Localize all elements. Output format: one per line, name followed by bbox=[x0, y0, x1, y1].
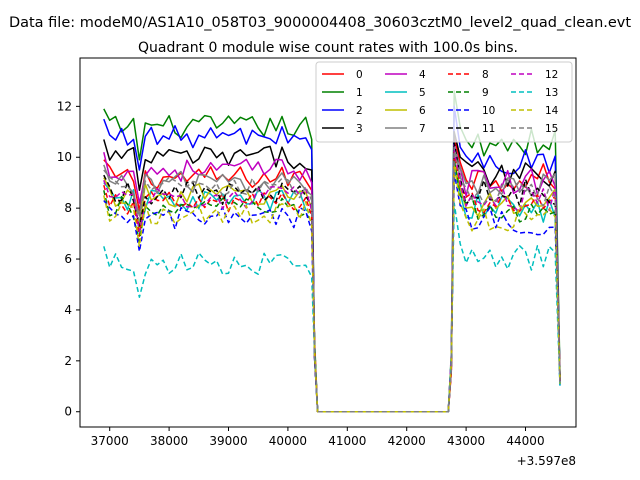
y-tick-label: 10 bbox=[57, 150, 72, 164]
series-line-3 bbox=[103, 131, 561, 413]
x-tick-label: 43000 bbox=[447, 434, 485, 448]
x-axis-offset-label: +3.597e8 bbox=[517, 454, 576, 468]
series-line-1 bbox=[103, 90, 561, 413]
legend-label-1: 1 bbox=[356, 87, 363, 99]
legend-label-9: 9 bbox=[482, 87, 489, 99]
plot-lines bbox=[103, 90, 561, 413]
legend-label-12: 12 bbox=[545, 69, 558, 81]
y-tick-label: 12 bbox=[57, 99, 72, 113]
legend-label-5: 5 bbox=[419, 87, 426, 99]
legend-label-8: 8 bbox=[482, 69, 489, 81]
series-line-15 bbox=[103, 146, 561, 413]
series-line-9 bbox=[103, 159, 561, 413]
figure-suptitle: Data file: modeM0/AS1A10_058T03_90000044… bbox=[9, 15, 631, 31]
y-tick-label: 8 bbox=[64, 201, 72, 215]
legend-label-4: 4 bbox=[419, 69, 426, 81]
x-tick-label: 40000 bbox=[269, 434, 307, 448]
x-axis: 37000 38000 39000 40000 41000 42000 43000 44000 bbox=[91, 427, 545, 448]
legend-box bbox=[315, 61, 573, 143]
legend-label-11: 11 bbox=[482, 123, 495, 135]
series-line-4 bbox=[103, 143, 561, 413]
x-tick-label: 38000 bbox=[150, 434, 188, 448]
legend-label-15: 15 bbox=[545, 123, 558, 135]
series-line-5 bbox=[103, 166, 561, 413]
x-tick-label: 42000 bbox=[388, 434, 426, 448]
x-tick-label: 37000 bbox=[91, 434, 129, 448]
series-line-2 bbox=[103, 105, 561, 413]
legend-label-6: 6 bbox=[419, 105, 426, 117]
chart-title: Quadrant 0 module wise count rates with … bbox=[138, 40, 518, 56]
x-tick-label: 41000 bbox=[328, 434, 366, 448]
series-line-12 bbox=[103, 148, 561, 413]
series-line-13 bbox=[103, 202, 561, 413]
x-tick-label: 39000 bbox=[209, 434, 247, 448]
axes-frame bbox=[79, 57, 577, 428]
series-line-14 bbox=[103, 164, 561, 413]
legend-label-3: 3 bbox=[356, 123, 363, 135]
y-tick-label: 4 bbox=[64, 303, 72, 317]
series-line-11 bbox=[103, 141, 561, 413]
y-tick-label: 0 bbox=[64, 405, 72, 419]
legend-label-14: 14 bbox=[545, 105, 559, 117]
legend-label-2: 2 bbox=[356, 105, 363, 117]
legend-label-10: 10 bbox=[482, 105, 495, 117]
x-tick-label: 44000 bbox=[506, 434, 544, 448]
legend-label-0: 0 bbox=[356, 69, 363, 81]
y-tick-label: 2 bbox=[64, 354, 72, 368]
legend-label-13: 13 bbox=[545, 87, 558, 99]
series-line-6 bbox=[103, 161, 561, 413]
y-tick-label: 6 bbox=[64, 252, 72, 266]
legend-label-7: 7 bbox=[419, 123, 426, 135]
y-axis: 0 2 4 6 8 10 12 bbox=[57, 99, 80, 419]
series-line-7 bbox=[103, 146, 561, 413]
